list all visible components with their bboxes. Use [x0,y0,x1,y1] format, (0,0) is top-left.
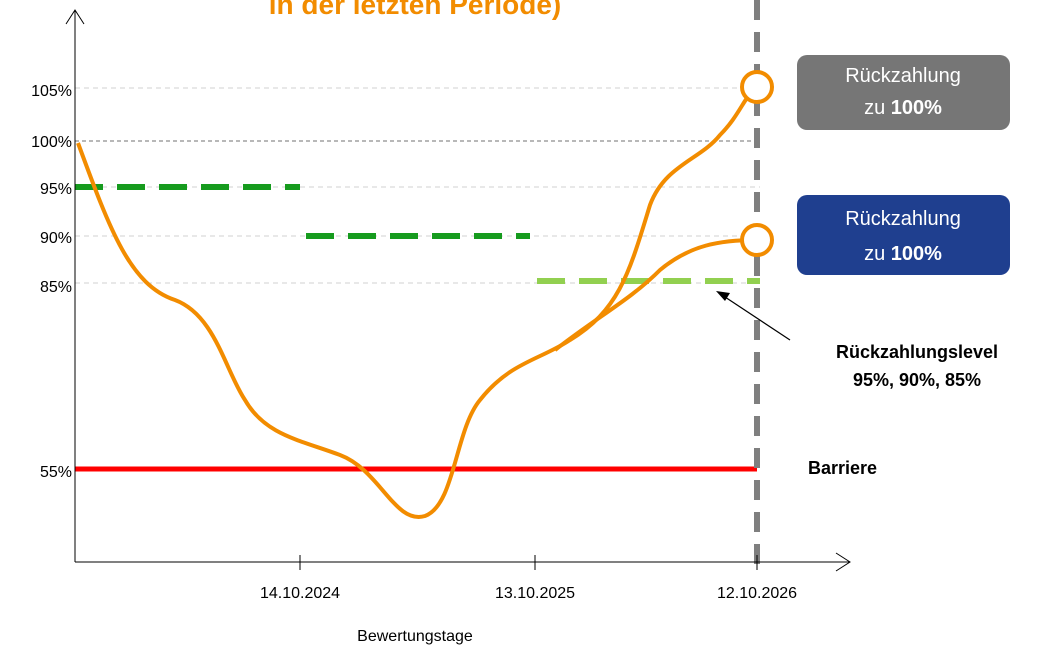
annotation: 95%, 90%, 85% [853,370,981,390]
arrow-head [716,291,730,301]
callout-text: Rückzahlung [845,208,961,230]
end-marker [740,223,774,257]
price-path-1 [76,85,759,519]
x-label: 13.10.2025 [495,585,575,602]
callout-prefix: zu [864,97,885,119]
end-marker [740,70,774,104]
y-labels: 105% 100% 95% 90% 85% 55% [31,83,72,481]
x-axis-title: Bewertungstage [357,628,473,645]
annotation-arrow [721,294,791,341]
annotation: Rückzahlungslevel [836,342,998,362]
title: in der letzten Periode) [269,0,562,20]
y-label: 105% [31,83,72,100]
x-label: 14.10.2024 [260,585,340,602]
y-label: 95% [40,181,72,198]
axes [65,9,851,572]
callout-box [797,55,1010,130]
y-label: 100% [31,134,72,151]
price-path-2 [553,238,758,352]
y-label: 90% [40,230,72,247]
x-label: 12.10.2026 [717,585,797,602]
callout-bold: 100% [891,243,942,265]
callout-text: zu 100% [864,243,942,265]
y-label: 85% [40,279,72,296]
callout-bold: 100% [891,97,942,119]
callout-text: zu 100% [864,97,942,119]
callout-box [797,195,1010,275]
barrier-label: Barriere [808,458,877,478]
y-label: 55% [40,464,72,481]
callout-text: Rückzahlung [845,65,961,87]
callout-prefix: zu [864,243,885,265]
